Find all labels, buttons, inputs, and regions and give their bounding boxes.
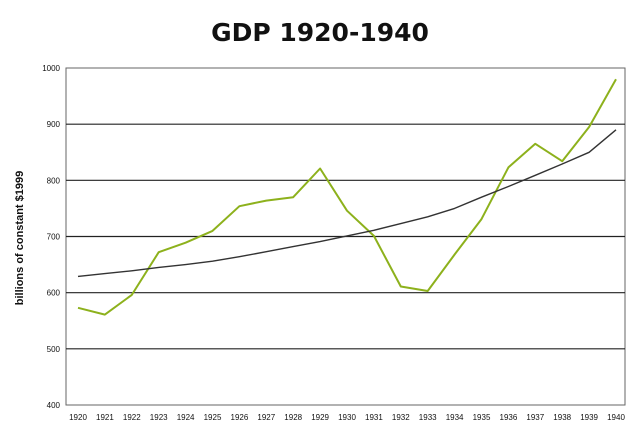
x-tick-label: 1937 [526, 413, 544, 422]
x-tick-label: 1920 [69, 413, 87, 422]
y-tick-label: 400 [47, 401, 61, 410]
x-tick-label: 1921 [96, 413, 114, 422]
x-tick-label: 1926 [231, 413, 249, 422]
x-tick-label: 1924 [177, 413, 195, 422]
x-tick-label: 1927 [257, 413, 275, 422]
x-tick-label: 1933 [419, 413, 437, 422]
x-tick-label: 1934 [446, 413, 464, 422]
x-tick-label: 1935 [473, 413, 491, 422]
y-tick-labels: 400 500 600 700 800 900 1000 [42, 64, 60, 410]
x-tick-label: 1940 [607, 413, 625, 422]
x-tick-label: 1923 [150, 413, 168, 422]
y-tick-label: 600 [47, 289, 61, 298]
x-tick-label: 1928 [284, 413, 302, 422]
y-tick-label: 800 [47, 176, 61, 185]
chart-title: GDP 1920-1940 [211, 18, 429, 47]
x-tick-label: 1925 [204, 413, 222, 422]
x-tick-label: 1929 [311, 413, 329, 422]
x-tick-label: 1930 [338, 413, 356, 422]
y-tick-label: 900 [47, 120, 61, 129]
x-tick-label: 1936 [500, 413, 518, 422]
x-tick-label: 1922 [123, 413, 141, 422]
x-tick-label: 1931 [365, 413, 383, 422]
y-tick-label: 1000 [42, 64, 60, 73]
series-lines [77, 78, 617, 316]
x-tick-labels: 1920 1921 1922 1923 1924 1925 1926 1927 1928 1929… [69, 413, 625, 422]
gdp-series-line [77, 78, 617, 316]
y-tick-label: 700 [47, 233, 61, 242]
x-tick-label: 1939 [580, 413, 598, 422]
y-tick-label: 500 [47, 345, 61, 354]
x-tick-label: 1938 [553, 413, 571, 422]
trendline-series [77, 129, 617, 278]
x-tick-label: 1932 [392, 413, 410, 422]
